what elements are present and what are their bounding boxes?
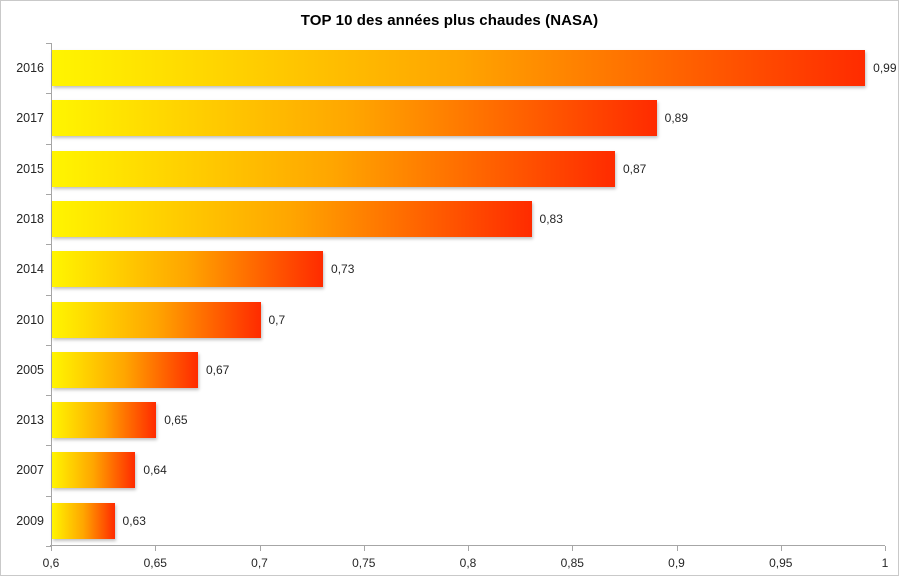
bar-row: 2017 0,89: [16, 93, 885, 143]
value-label: 0,7: [268, 312, 286, 327]
x-tick-label: 0,6: [42, 556, 60, 570]
year-label: 2014: [16, 262, 44, 277]
bar-2018: [52, 200, 532, 237]
year-label: 2016: [16, 61, 44, 75]
bar-row: 2018 0,83: [16, 194, 885, 244]
x-tick: [885, 546, 886, 551]
value-label: 0,64: [143, 463, 167, 478]
bar-row: 2009 0,63: [16, 496, 885, 546]
bar-2014: [52, 251, 324, 288]
year-label: 2015: [16, 161, 44, 176]
bar-2009: [52, 502, 115, 539]
year-label: 2005: [16, 362, 44, 377]
y-tick: [46, 546, 51, 547]
year-label: 2013: [16, 413, 44, 428]
bar-row: 2014 0,73: [16, 244, 885, 294]
bar-2007: [52, 452, 136, 489]
value-label: 0,73: [331, 262, 355, 277]
x-tick-label: 0,65: [143, 556, 167, 570]
x-tick-label: 0,9: [668, 556, 685, 570]
value-label: 0,65: [164, 413, 188, 428]
x-tick-label: 0,7: [251, 556, 268, 570]
value-label: 0,67: [205, 362, 230, 377]
value-label: 0,83: [539, 211, 563, 226]
x-tick: [676, 546, 678, 551]
bar-row: 2007 0,64: [16, 445, 885, 495]
bar-2013: [52, 402, 157, 439]
year-label: 2010: [16, 312, 44, 327]
x-tick: [259, 546, 261, 551]
x-tick: [51, 546, 52, 551]
bar-2016: [52, 50, 866, 86]
x-tick-label: 0,75: [352, 556, 376, 570]
bar-2017: [52, 100, 657, 137]
x-tick: [363, 546, 365, 551]
plot-area: 2016 0,99 2017 0,89 2015 0,87 2018 0,83 2014 0,73…: [16, 43, 897, 570]
y-tick: [46, 495, 51, 497]
bar-row: 2015 0,87: [16, 144, 885, 194]
value-label: 0,99: [873, 61, 897, 75]
chart-title: TOP 10 des années plus chaudes (NASA): [300, 12, 599, 29]
year-label: 2018: [16, 211, 44, 226]
y-tick: [46, 244, 51, 246]
value-label: 0,63: [122, 513, 146, 528]
bar-row: 2016 0,99: [16, 43, 897, 93]
x-tick: [780, 546, 782, 551]
y-tick: [46, 294, 51, 296]
x-tick-label: 0,8: [459, 556, 477, 570]
year-label: 2009: [16, 513, 44, 528]
x-tick-label: 0,85: [560, 556, 584, 570]
bar-2015: [52, 150, 615, 187]
y-tick: [46, 395, 51, 397]
x-tick-label: 0,95: [769, 556, 793, 570]
bar-row: 2005 0,67: [16, 345, 885, 395]
bar-2010: [52, 301, 261, 338]
y-tick: [46, 143, 51, 145]
bar-row: 2010 0,7: [16, 295, 885, 345]
value-label: 0,87: [622, 161, 647, 176]
y-axis-line: [51, 43, 52, 546]
bar-row: 2013 0,65: [16, 395, 885, 445]
y-tick: [46, 93, 51, 95]
y-tick: [46, 43, 51, 44]
year-label: 2007: [16, 463, 44, 478]
y-tick: [46, 445, 51, 447]
bar-2005: [52, 351, 198, 388]
x-axis-line: [50, 545, 885, 546]
y-tick: [46, 193, 51, 195]
y-tick: [46, 344, 51, 346]
x-tick: [468, 546, 469, 551]
value-label: 0,89: [664, 111, 688, 126]
x-tick-label: 1: [881, 556, 889, 570]
x-tick: [572, 546, 574, 551]
x-tick: [155, 546, 157, 551]
year-label: 2017: [16, 111, 44, 126]
